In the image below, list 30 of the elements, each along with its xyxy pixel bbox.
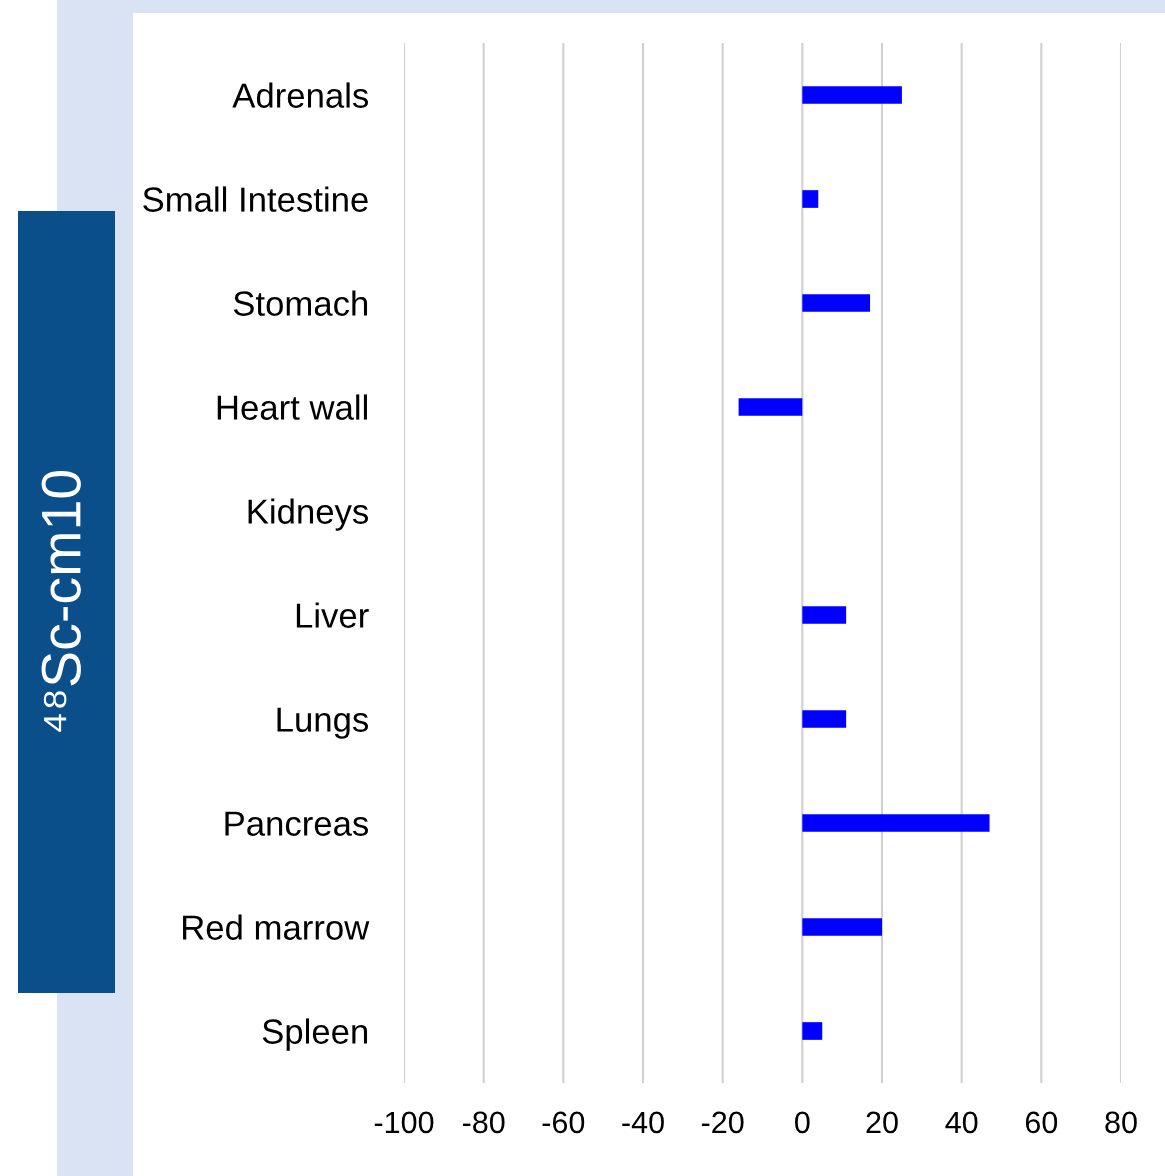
x-tick-label: -40 <box>622 1111 664 1134</box>
bar <box>802 814 990 832</box>
x-tick-label: -20 <box>701 1111 744 1134</box>
x-tick-label: -60 <box>542 1111 585 1134</box>
bar <box>802 86 902 104</box>
x-tick-label: 0 <box>795 1111 810 1134</box>
bar <box>802 918 882 936</box>
bar <box>738 398 803 416</box>
y-tick-label: Kidneys <box>248 498 369 531</box>
y-axis-title: ⁴⁸Sc-cm10 <box>41 470 81 732</box>
y-tick-label: Heart wall <box>217 394 367 420</box>
x-tick-label: 60 <box>1025 1111 1058 1134</box>
y-tick-label: Liver <box>296 602 369 628</box>
x-tick-label: 40 <box>945 1111 978 1134</box>
x-tick-label: -80 <box>462 1111 505 1134</box>
bar <box>802 294 871 312</box>
x-tick-label: 20 <box>866 1111 898 1134</box>
y-tick-label: Spleen <box>262 1018 368 1051</box>
y-tick-label: Small Intestine <box>143 186 368 212</box>
y-tick-label: Pancreas <box>225 811 369 836</box>
bar <box>802 710 847 728</box>
y-tick-label: Red marrow <box>183 914 370 940</box>
x-tick-label: -100 <box>374 1111 434 1134</box>
y-tick-label: Lungs <box>277 707 369 739</box>
y-tick-label: Adrenals <box>232 82 369 108</box>
bar <box>802 606 847 624</box>
x-tick-label: 80 <box>1105 1111 1137 1134</box>
y-tick-label: Stomach <box>233 290 368 316</box>
bar <box>802 190 819 208</box>
bar <box>802 1022 823 1040</box>
